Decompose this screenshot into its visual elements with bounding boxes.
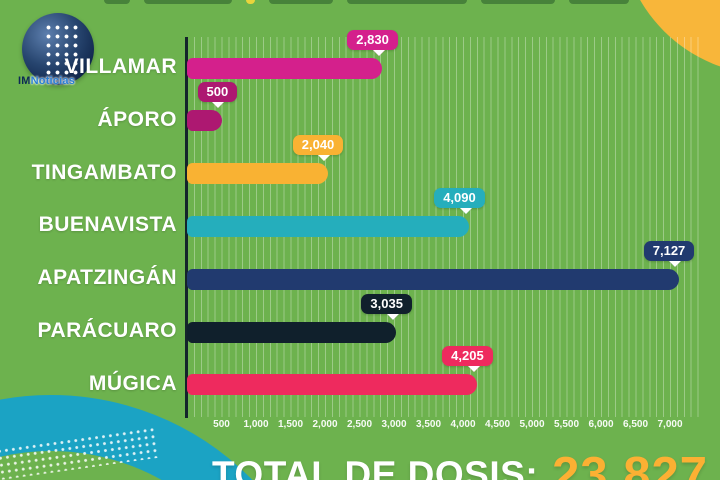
news-logo: IMNoticias (18, 13, 108, 91)
category-label: BUENAVISTA (38, 213, 177, 237)
category-label: PARÁCUARO (37, 319, 177, 343)
x-tick-label: 4,000 (450, 419, 476, 430)
bar (187, 268, 679, 290)
x-tick-label: 5,000 (519, 419, 545, 430)
total-doses-label: TOTAL DE DOSIS: (212, 454, 539, 480)
bar (187, 374, 478, 396)
clipped-title-remnant (104, 0, 629, 4)
value-callout: 7,127 (643, 240, 695, 267)
x-tick-label: 4,500 (484, 419, 511, 430)
value-callout: 4,205 (442, 346, 493, 373)
bar (187, 110, 222, 132)
x-tick-label: 5,500 (553, 419, 580, 430)
total-doses: TOTAL DE DOSIS: 23,827 (212, 447, 708, 480)
x-tick-label: 500 (213, 419, 230, 430)
x-tick-label: 1,500 (277, 419, 304, 430)
x-tick-label: 2,500 (346, 419, 373, 430)
total-doses-value: 23,827 (552, 448, 709, 480)
logo-wordmark: IMNoticias (18, 75, 75, 87)
value-callout: 3,035 (361, 293, 412, 320)
category-label: ÁPORO (97, 107, 177, 131)
bar (187, 321, 397, 343)
x-tick-label: 3,500 (415, 419, 442, 430)
x-tick-label: 7,000 (657, 419, 683, 430)
callout-tail (372, 49, 385, 56)
value-callout: 500 (197, 82, 238, 109)
x-tick-label: 1,000 (243, 419, 269, 430)
x-tick-label: 6,500 (622, 419, 649, 430)
bar (187, 215, 470, 237)
bar (187, 163, 328, 185)
callout-tail (467, 366, 480, 373)
value-callout: 2,830 (347, 29, 398, 56)
chart-y-axis-line (185, 37, 188, 418)
callout-tail (669, 260, 682, 267)
category-label: TINGAMBATO (31, 160, 177, 184)
x-tick-label: 2,000 (312, 419, 338, 430)
logo-wordmark-prefix: IM (18, 75, 31, 87)
logo-wordmark-suffix: Noticias (30, 75, 76, 87)
callout-tail (386, 313, 399, 320)
logo-globe-icon (22, 13, 94, 85)
logo-dot-pattern (44, 23, 82, 75)
x-tick-label: 3,000 (381, 419, 407, 430)
x-tick-label: 6,000 (588, 419, 614, 430)
callout-tail (318, 155, 331, 162)
callout-tail (212, 102, 225, 109)
category-label: APATZINGÁN (37, 266, 177, 290)
callout-tail (459, 207, 472, 214)
value-callout: 2,040 (292, 135, 344, 162)
category-label: VILLAMAR (64, 55, 177, 78)
bar (187, 57, 383, 79)
value-callout: 4,090 (434, 187, 485, 214)
category-label: MÚGICA (88, 371, 177, 395)
